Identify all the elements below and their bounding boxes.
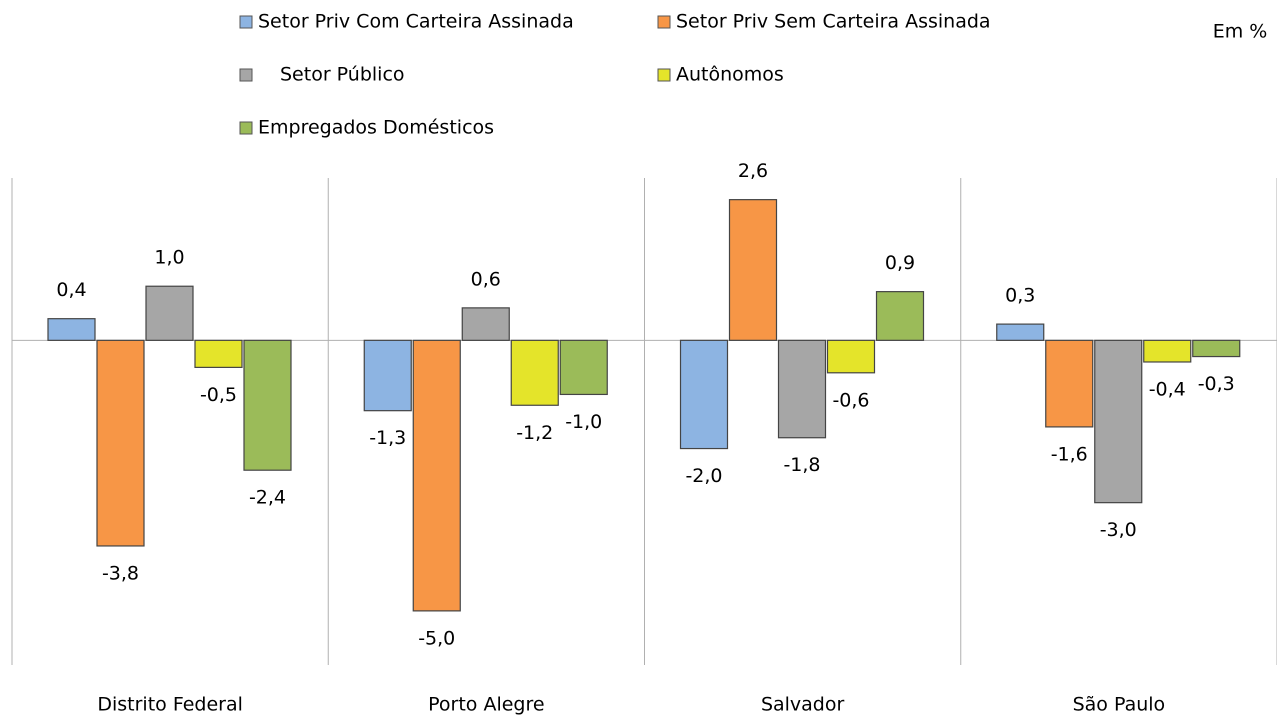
value-label: 2,6 xyxy=(738,160,768,182)
value-label: -1,8 xyxy=(783,454,820,476)
legend-swatch xyxy=(239,68,253,82)
x-tick-label: Salvador xyxy=(761,694,845,716)
value-label: -3,0 xyxy=(1100,519,1137,541)
bar xyxy=(826,339,876,374)
bar xyxy=(875,291,925,341)
bar xyxy=(194,339,243,368)
value-label: 0,6 xyxy=(471,268,501,290)
x-tick-label: Distrito Federal xyxy=(97,694,243,716)
bar xyxy=(96,339,145,547)
legend-swatch xyxy=(239,15,253,29)
bar xyxy=(728,199,778,341)
x-tick-label: Porto Alegre xyxy=(428,694,544,716)
legend-swatch xyxy=(657,68,671,82)
bar xyxy=(363,339,412,412)
bar xyxy=(1143,339,1192,363)
legend-label: Setor Priv Sem Carteira Assinada xyxy=(676,11,991,33)
value-label: -1,2 xyxy=(516,422,553,444)
bar xyxy=(1192,339,1241,358)
bar xyxy=(1094,339,1143,504)
bar xyxy=(1045,339,1094,428)
value-label: 0,4 xyxy=(56,279,86,301)
value-label: 0,9 xyxy=(885,252,915,274)
value-label: 0,3 xyxy=(1005,285,1035,307)
legend-label: Empregados Domésticos xyxy=(258,117,494,139)
bar xyxy=(243,339,292,471)
bar xyxy=(412,339,461,612)
value-label: 1,0 xyxy=(154,247,184,269)
bar xyxy=(510,339,559,406)
legend-label: Setor Público xyxy=(280,64,405,86)
legend-swatch xyxy=(239,121,253,135)
value-label: -1,3 xyxy=(369,427,406,449)
value-label: -0,3 xyxy=(1198,373,1235,395)
bar xyxy=(145,285,194,341)
annotation: Em % xyxy=(1213,21,1268,43)
bar xyxy=(679,339,729,450)
value-label: -1,0 xyxy=(565,411,602,433)
value-label: -0,6 xyxy=(832,389,869,411)
value-label: -2,4 xyxy=(249,487,286,509)
value-label: -2,0 xyxy=(685,465,722,487)
legend-swatch xyxy=(657,15,671,29)
value-label: -5,0 xyxy=(418,627,455,649)
value-label: -3,8 xyxy=(102,562,139,584)
bar xyxy=(47,318,96,341)
bar xyxy=(996,323,1045,341)
value-label: -0,4 xyxy=(1149,378,1186,400)
value-label: -1,6 xyxy=(1051,443,1088,465)
legend-label: Autônomos xyxy=(676,64,784,86)
value-label: -0,5 xyxy=(200,384,237,406)
bar xyxy=(777,339,827,439)
legend-label: Setor Priv Com Carteira Assinada xyxy=(258,11,574,33)
x-tick-label: São Paulo xyxy=(1073,694,1166,716)
bar xyxy=(559,339,608,396)
bar xyxy=(461,307,510,341)
